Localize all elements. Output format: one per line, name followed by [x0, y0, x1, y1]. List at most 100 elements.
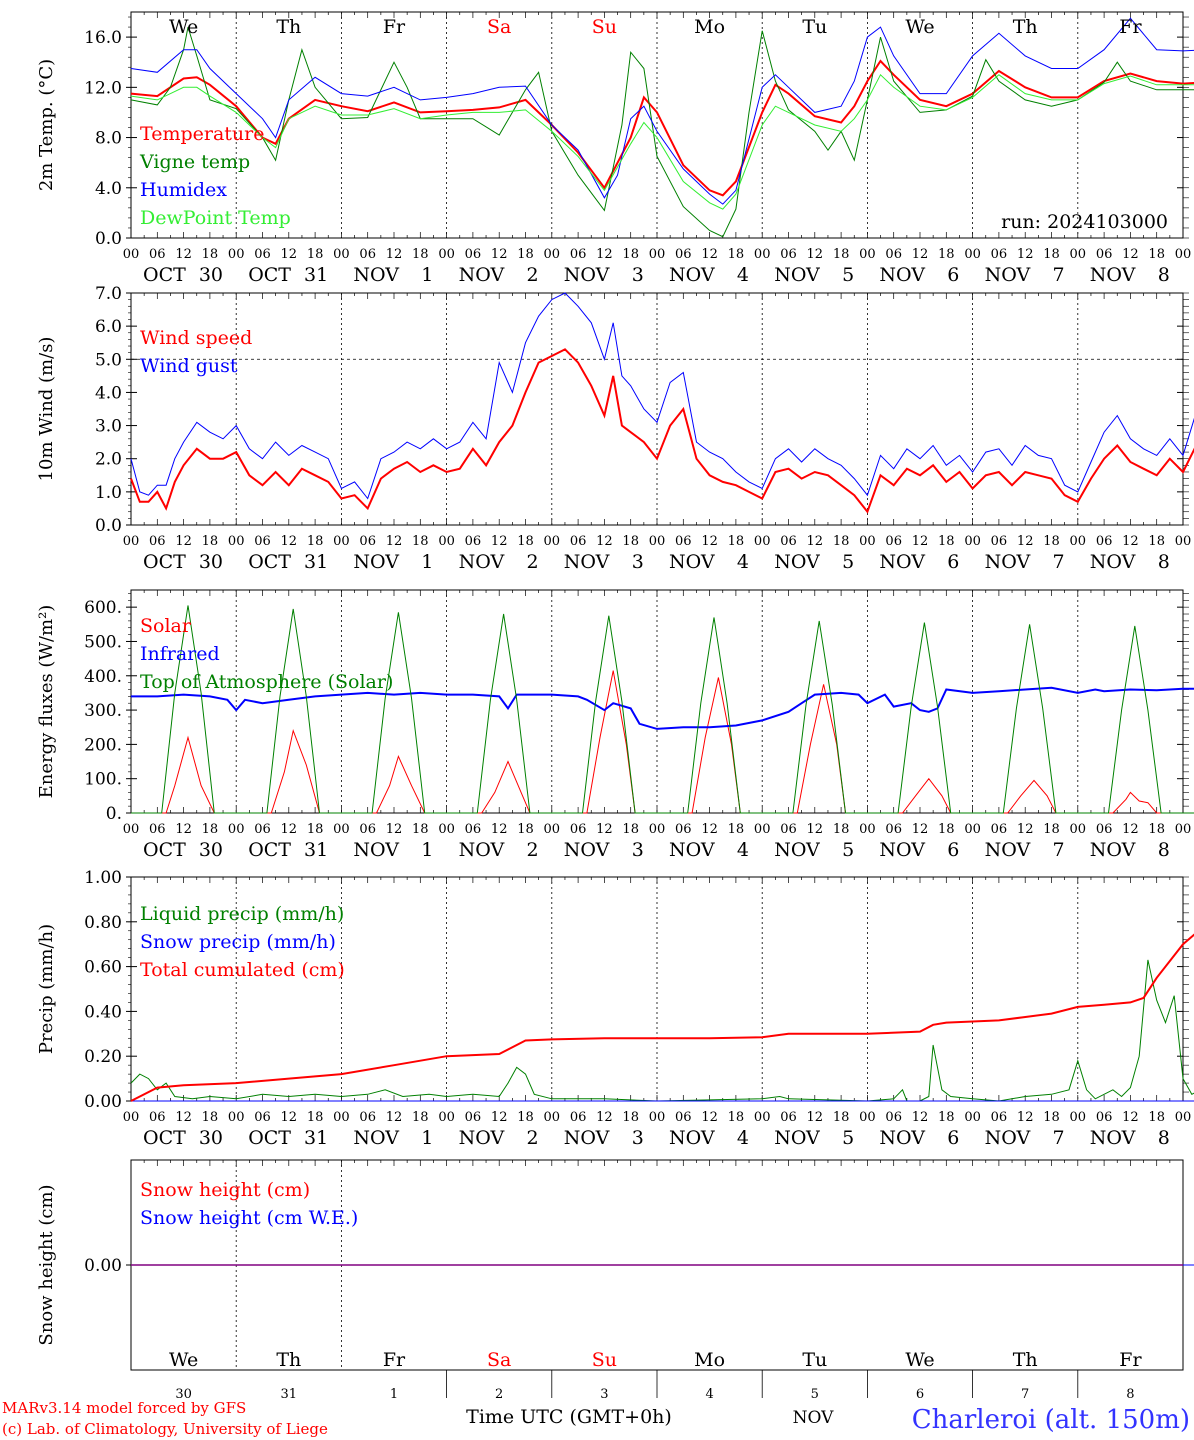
month-label: NOV [793, 1408, 835, 1428]
hour-tick-label: 00 [438, 247, 455, 262]
hour-tick-label: 12 [807, 822, 824, 837]
y-axis-label: Snow height (cm) [36, 1184, 57, 1345]
hour-tick-label: 18 [307, 822, 324, 837]
day-number-label: 5 [811, 1387, 819, 1402]
hour-tick-label: 06 [1096, 534, 1113, 549]
hour-tick-label: 00 [228, 822, 245, 837]
hour-tick-label: 18 [1043, 1110, 1060, 1125]
hour-tick-label: 00 [438, 822, 455, 837]
date-label-month: NOV [459, 264, 505, 286]
hour-tick-label: 00 [964, 534, 981, 549]
hour-tick-label: 06 [991, 534, 1008, 549]
hour-tick-label: 00 [333, 1110, 350, 1125]
date-label-month: NOV [985, 839, 1031, 861]
date-label-day: 2 [527, 264, 539, 286]
hour-tick-label: 12 [1017, 1110, 1034, 1125]
date-label-month: NOV [564, 839, 610, 861]
date-label-month: NOV [774, 839, 820, 861]
hour-tick-label: 12 [175, 822, 192, 837]
date-label-month: NOV [1090, 839, 1136, 861]
hour-tick-label: 00 [438, 1110, 455, 1125]
hour-tick-label: 18 [938, 247, 955, 262]
hour-tick-label: 06 [149, 1110, 166, 1125]
y-tick-label: 0. [106, 804, 122, 824]
hour-tick-label: 18 [622, 822, 639, 837]
series-line-infrared [131, 686, 1194, 730]
date-label-month: OCT [143, 1127, 186, 1149]
series-line-humidex [130, 17, 1194, 205]
legend-entry: Total cumulated (cm) [140, 959, 345, 981]
hour-tick-label: 18 [307, 534, 324, 549]
hour-tick-label: 12 [1017, 822, 1034, 837]
date-label-month: NOV [564, 264, 610, 286]
hour-tick-label: 00 [1175, 534, 1192, 549]
hour-tick-label: 00 [1175, 822, 1192, 837]
hour-tick-label: 06 [359, 534, 376, 549]
run-label: run: 2024103000 [1001, 211, 1168, 233]
day-number-label: 1 [390, 1387, 398, 1402]
date-label-month: NOV [353, 264, 399, 286]
series-line-liquid-precip-mm-h- [130, 959, 1194, 1102]
hour-tick-label: 06 [465, 534, 482, 549]
hour-tick-label: 12 [596, 822, 613, 837]
date-label-month: NOV [879, 264, 925, 286]
y-tick-label: 1.00 [84, 868, 122, 888]
hour-tick-label: 00 [1070, 1110, 1087, 1125]
date-label-day: 2 [527, 839, 539, 861]
panel-2: 0.0 1.0 2.0 3.0 4.0 5.0 6.0 7.0 10m Wind (m/s) Wi… [36, 284, 1194, 573]
hour-tick-label: 06 [675, 534, 692, 549]
hour-tick-label: 18 [1148, 822, 1165, 837]
y-tick-label: 600. [84, 598, 122, 618]
date-label-day: 2 [527, 1127, 539, 1149]
hour-tick-label: 06 [991, 247, 1008, 262]
hour-tick-label: 18 [833, 1110, 850, 1125]
date-label-month: NOV [459, 1127, 505, 1149]
hour-tick-label: 06 [991, 822, 1008, 837]
y-tick-label: 0.0 [95, 516, 122, 536]
series-line-dewpoint-temp [130, 73, 1194, 210]
series-line-wind-speed [130, 348, 1194, 514]
hour-tick-label: 00 [859, 247, 876, 262]
date-label-day: 30 [199, 839, 223, 861]
hour-tick-label: 00 [754, 247, 771, 262]
date-label-day: 7 [1053, 551, 1065, 573]
date-label-day: 8 [1158, 264, 1170, 286]
hour-tick-label: 00 [1175, 1110, 1192, 1125]
hour-tick-label: 00 [649, 1110, 666, 1125]
hour-tick-label: 18 [307, 1110, 324, 1125]
legend-entry: Humidex [140, 179, 227, 201]
hour-tick-label: 12 [807, 247, 824, 262]
hour-tick-label: 06 [885, 247, 902, 262]
weekday-label-bottom: Sa [487, 1349, 511, 1371]
hour-tick-label: 00 [649, 534, 666, 549]
weekday-label-top: Su [592, 16, 617, 38]
hour-tick-label: 06 [149, 534, 166, 549]
hour-tick-label: 06 [780, 247, 797, 262]
panel-5: 0.00 Snow height (cm) Snow height (cm) Snow… [36, 1159, 1194, 1398]
hour-tick-label: 18 [412, 1110, 429, 1125]
hour-tick-label: 12 [281, 822, 298, 837]
y-tick-label: 2.0 [95, 450, 122, 470]
hour-tick-label: 06 [254, 822, 271, 837]
panel-1: 0.0 4.0 8.0 12.0 16.0 2m Temp. (°C) Temperatur… [36, 11, 1194, 286]
date-label-day: 31 [304, 264, 328, 286]
hour-tick-label: 12 [491, 534, 508, 549]
weekday-label-bottom: Fr [383, 1349, 406, 1371]
hour-tick-label: 00 [544, 247, 561, 262]
date-label-day: 30 [199, 1127, 223, 1149]
hour-tick-label: 12 [491, 822, 508, 837]
hour-tick-label: 18 [622, 534, 639, 549]
legend-entry: DewPoint Temp [140, 207, 291, 229]
hour-tick-label: 06 [1096, 822, 1113, 837]
legend-entry: Solar [140, 615, 192, 637]
date-label-day: 2 [527, 551, 539, 573]
date-label-day: 31 [304, 839, 328, 861]
date-label-month: OCT [248, 264, 291, 286]
weekday-label-top: Th [276, 16, 301, 38]
day-number-label: 31 [281, 1387, 298, 1402]
hour-tick-label: 18 [728, 534, 745, 549]
date-label-month: NOV [879, 839, 925, 861]
credit-line-1: MARv3.14 model forced by GFS [2, 1399, 246, 1417]
date-label-month: NOV [353, 551, 399, 573]
